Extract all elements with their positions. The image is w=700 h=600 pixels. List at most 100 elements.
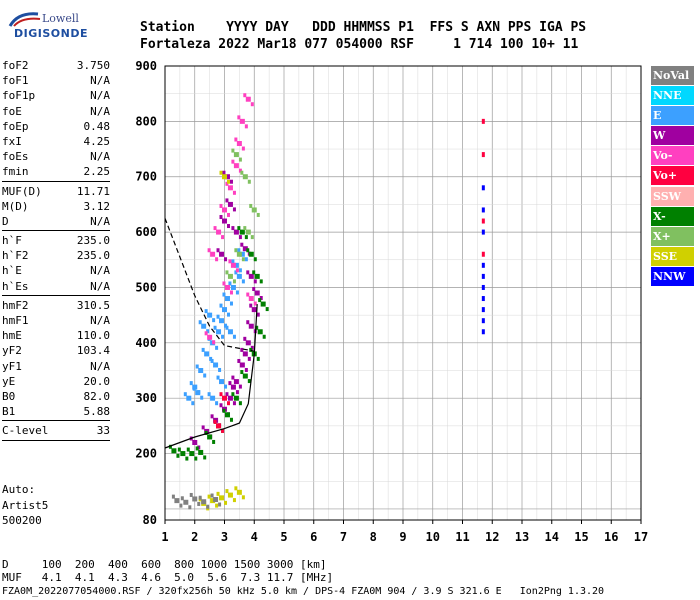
data-point (207, 494, 211, 499)
param-label: M(D) (2, 199, 29, 213)
data-point (232, 498, 236, 503)
data-point (195, 364, 199, 369)
x-tick-label: 3 (221, 530, 228, 544)
data-point (236, 273, 242, 279)
y-tick-label: 80 (143, 513, 157, 527)
data-point (232, 190, 236, 195)
data-point (250, 102, 254, 107)
data-point (229, 179, 233, 184)
data-point (234, 137, 238, 142)
data-point (171, 494, 175, 499)
logo-line1: Lowell (42, 12, 79, 25)
data-point (224, 412, 230, 418)
x-tick-label: 6 (310, 530, 317, 544)
param-row: foF2 3.750 (2, 58, 110, 73)
data-point (224, 174, 230, 180)
data-point (207, 248, 211, 253)
data-point (248, 323, 254, 329)
y-tick-label: 300 (135, 391, 157, 405)
data-point (228, 259, 232, 264)
data-point (213, 497, 219, 503)
file-info: FZA0M_2022077054000.RSF / 320fx256h 50 k… (2, 586, 605, 597)
data-point (481, 318, 485, 324)
data-point (201, 347, 205, 352)
data-point (224, 284, 230, 290)
data-point (231, 159, 235, 164)
data-point (243, 226, 247, 231)
param-row: foF1p N/A (2, 88, 110, 103)
data-point (222, 307, 227, 313)
data-point (237, 226, 241, 231)
parameter-table: foF2 3.750 foF1 N/A foF1p N/A foE N/A foEp 0.48 fx… (2, 58, 110, 443)
data-point (171, 448, 177, 454)
data-point (250, 345, 254, 350)
data-point (257, 329, 263, 335)
x-tick-label: 14 (545, 530, 559, 544)
param-value: 11.71 (76, 184, 110, 198)
param-row: yF2 103.4 (2, 343, 110, 358)
data-point (218, 502, 222, 507)
autoscaling-info: Auto: Artist5 500200 (2, 482, 48, 529)
y-tick-label: 500 (135, 280, 157, 294)
data-point (481, 296, 485, 302)
data-point (231, 375, 235, 380)
param-label: B1 (2, 405, 16, 419)
data-point (215, 401, 219, 406)
data-point (232, 207, 236, 212)
param-value: 235.0 (76, 249, 110, 263)
data-point (243, 93, 247, 98)
x-tick-label: 9 (399, 530, 406, 544)
data-point (198, 495, 202, 500)
data-point (204, 331, 208, 336)
data-point (481, 262, 485, 268)
param-value: 5.88 (83, 405, 111, 419)
param-value: 235.0 (76, 234, 110, 248)
data-point (224, 500, 228, 505)
data-point (227, 212, 230, 217)
data-point (244, 124, 248, 129)
data-point (219, 203, 223, 208)
x-tick-label: 10 (426, 530, 440, 544)
param-value: 82.0 (83, 389, 111, 403)
data-point (235, 390, 239, 395)
data-point (239, 229, 245, 235)
data-point (216, 329, 222, 335)
data-point (203, 373, 207, 378)
data-point (213, 419, 217, 424)
data-point (241, 279, 245, 284)
data-point (210, 395, 216, 401)
data-point (246, 270, 250, 275)
data-point (244, 367, 248, 372)
data-point (219, 318, 225, 324)
data-point (233, 262, 239, 268)
param-value: N/A (90, 104, 110, 118)
x-tick-label: 1 (161, 530, 168, 544)
data-point (233, 229, 239, 235)
data-point (185, 456, 189, 461)
data-point (251, 307, 257, 313)
data-point (230, 262, 236, 268)
data-point (195, 446, 199, 451)
data-point (204, 351, 210, 357)
data-point (225, 489, 229, 494)
muf-row: MUF 4.1 4.1 4.3 4.6 5.0 5.6 7.3 11.7 [MH… (2, 571, 334, 584)
logo-line2: DIGISONDE (14, 27, 88, 40)
data-point (234, 486, 238, 491)
param-label: fxI (2, 134, 22, 148)
distance-row: D 100 200 400 600 800 1000 1500 3000 [km… (2, 558, 327, 571)
data-point (228, 281, 232, 286)
param-value: N/A (90, 279, 110, 293)
y-tick-label: 900 (135, 59, 157, 73)
data-point (241, 146, 245, 151)
legend-item: X+ (651, 226, 694, 246)
data-point (254, 273, 260, 279)
param-row: h`F 235.0 (2, 233, 110, 248)
data-point (238, 384, 242, 389)
param-value: N/A (90, 314, 110, 327)
data-point (225, 270, 229, 275)
auto-code: 500200 (2, 514, 42, 527)
x-tick-label: 2 (191, 530, 198, 544)
param-label: foF2 (2, 59, 29, 72)
param-label: foEp (2, 119, 29, 133)
data-point (227, 312, 230, 317)
